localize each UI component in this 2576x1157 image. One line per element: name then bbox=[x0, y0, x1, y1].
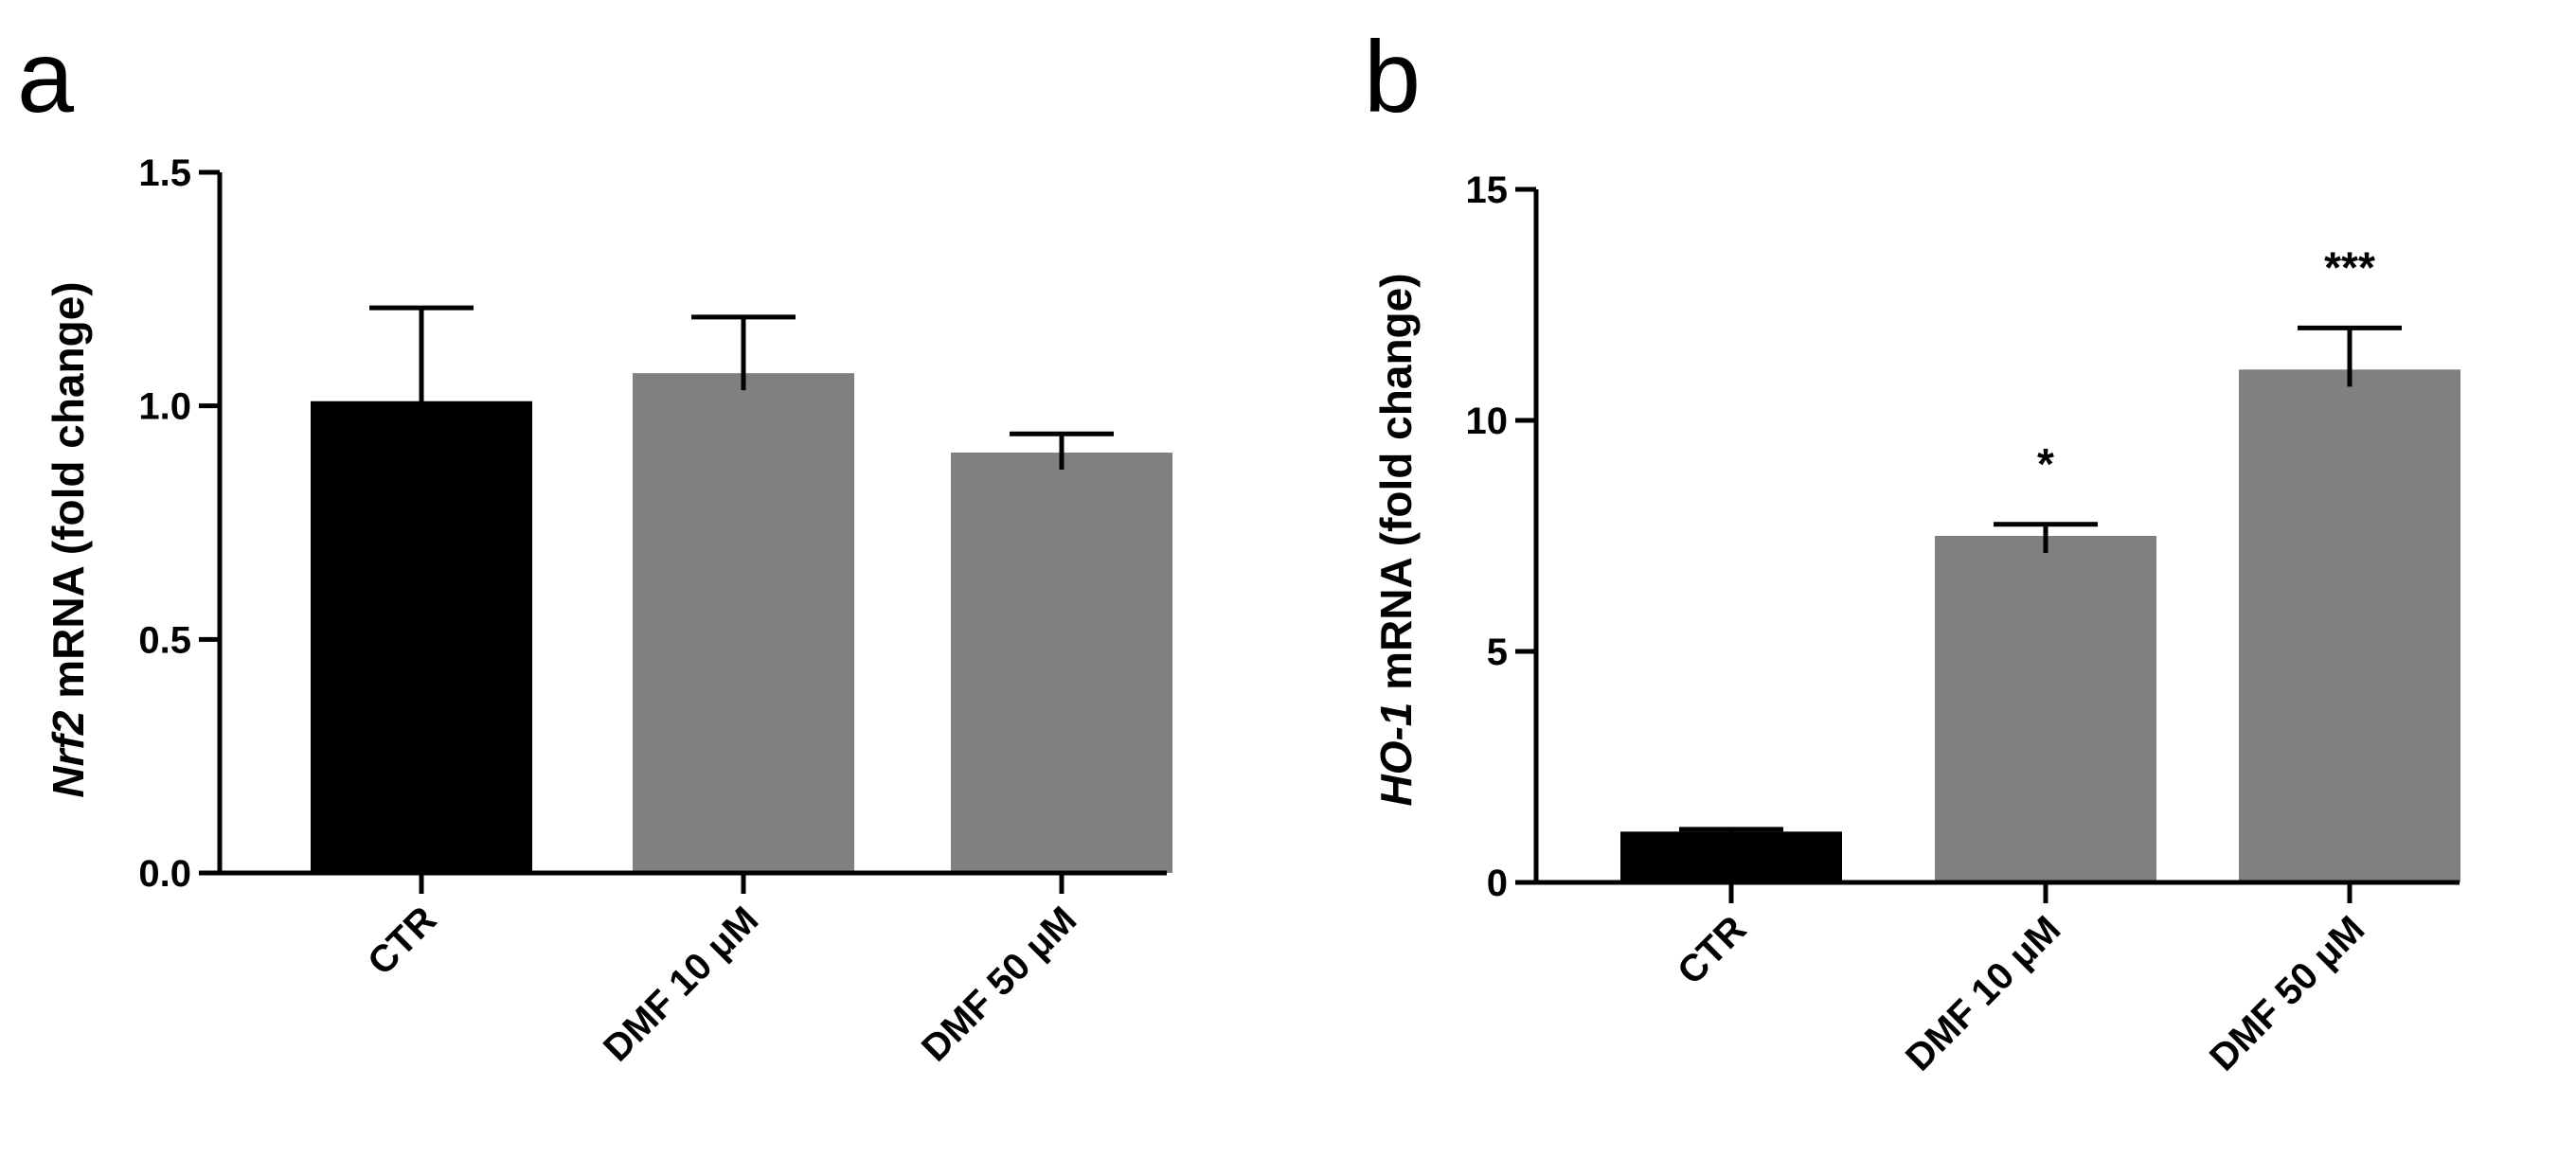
y-tick-label-a-0: 0.0 bbox=[138, 853, 191, 895]
x-tick-label-a-3: DMF 50 μM bbox=[914, 899, 1084, 1069]
y-tick-label-b-0: 0 bbox=[1487, 863, 1508, 904]
panel-letter-a: a bbox=[17, 19, 75, 134]
bar-a-3 bbox=[951, 453, 1172, 873]
x-tick-label-a-2: DMF 10 μM bbox=[596, 899, 766, 1069]
y-tick-label-a-2: 1.0 bbox=[138, 386, 191, 428]
y-tick-label-b-3: 15 bbox=[1466, 169, 1509, 211]
x-tick-label-b-3: DMF 50 μM bbox=[2202, 908, 2372, 1078]
y-tick-label-b-2: 10 bbox=[1466, 400, 1509, 442]
bar-a-1 bbox=[311, 400, 532, 873]
plot-area-a: 0.0 0.5 1.0 1.5 CTR DMF 10 μM DMF 50 μM bbox=[138, 152, 1172, 1070]
panel-a: a Nrf2 mRNA (fold change) 0.0 0.5 1.0 1.5 CT… bbox=[17, 19, 1172, 1070]
panel-letter-b: b bbox=[1364, 19, 1421, 134]
y-tick-label-a-3: 1.5 bbox=[138, 152, 191, 194]
panel-b: b HO-1 mRNA (fold change) 0 5 10 15 CTR DMF 1… bbox=[1364, 19, 2460, 1079]
x-tick-label-b-2: DMF 10 μM bbox=[1898, 908, 2068, 1078]
y-tick-label-b-1: 5 bbox=[1487, 632, 1508, 673]
x-tick-label-a-1: CTR bbox=[360, 899, 444, 983]
y-axis-label-text-b: mRNA (fold change) bbox=[1371, 273, 1421, 702]
significance-marker-b-2: * bbox=[2037, 439, 2054, 489]
y-tick-label-a-1: 0.5 bbox=[138, 619, 191, 661]
bar-b-2 bbox=[1935, 536, 2156, 882]
significance-marker-b-3: *** bbox=[2324, 242, 2375, 292]
x-tick-label-b-1: CTR bbox=[1670, 908, 1754, 992]
y-axis-label-text-a: mRNA (fold change) bbox=[44, 281, 93, 710]
y-axis-label-b: HO-1 mRNA (fold change) bbox=[1371, 273, 1421, 806]
y-axis-label-gene-a: Nrf2 bbox=[44, 710, 93, 797]
bar-b-3 bbox=[2239, 369, 2460, 882]
y-axis-label-gene-b: HO-1 bbox=[1371, 703, 1421, 807]
bar-a-2 bbox=[633, 373, 854, 874]
y-axis-label-a: Nrf2 mRNA (fold change) bbox=[44, 281, 93, 797]
